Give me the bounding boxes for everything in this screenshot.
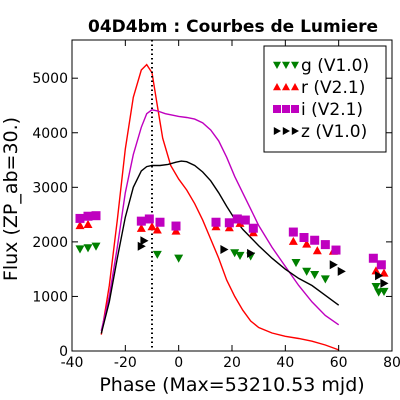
point-2-12 bbox=[288, 227, 298, 237]
point-3-2 bbox=[220, 245, 229, 255]
x-axis-label: Phase (Max=53210.53 mjd) bbox=[99, 374, 364, 396]
point-2-18 bbox=[376, 260, 386, 270]
point-2-1 bbox=[83, 211, 93, 221]
model-curve-1 bbox=[100, 109, 340, 331]
legend-marker-1-0 bbox=[273, 83, 281, 91]
legend-marker-0-2 bbox=[291, 61, 299, 69]
legend-marker-0-0 bbox=[273, 61, 281, 69]
point-2-8 bbox=[224, 218, 234, 228]
point-2-2 bbox=[91, 211, 101, 221]
model-curve-0 bbox=[100, 63, 339, 351]
y-tick-label-0: 0 bbox=[59, 344, 68, 360]
x-tick-label-1: -20 bbox=[114, 355, 137, 371]
point-0-3 bbox=[152, 250, 162, 259]
x-tick-label-0: -40 bbox=[61, 355, 84, 371]
x-tick-label-3: 20 bbox=[223, 355, 241, 371]
point-0-4 bbox=[174, 254, 184, 263]
x-tick-label-5: 60 bbox=[330, 355, 348, 371]
point-1-4 bbox=[152, 225, 162, 234]
point-2-5 bbox=[155, 217, 165, 227]
x-tick-label-2: 0 bbox=[174, 355, 183, 371]
point-1-15 bbox=[379, 268, 389, 277]
point-1-0 bbox=[75, 221, 85, 230]
x-tick-label-4: 40 bbox=[276, 355, 294, 371]
x-tick-label-6: 80 bbox=[383, 355, 400, 371]
point-3-5 bbox=[337, 266, 346, 276]
plot-area bbox=[100, 40, 340, 351]
legend-marker-2-1 bbox=[282, 105, 290, 113]
point-0-5 bbox=[230, 249, 240, 258]
point-0-8 bbox=[291, 259, 301, 268]
legend-marker-3-0 bbox=[273, 127, 281, 135]
legend-marker-2-2 bbox=[291, 105, 299, 113]
y-tick-label-2: 2000 bbox=[32, 235, 68, 251]
point-3-6 bbox=[375, 271, 384, 281]
point-2-16 bbox=[331, 245, 341, 255]
point-2-4 bbox=[144, 214, 154, 224]
legend-marker-2-0 bbox=[273, 105, 281, 113]
legend-marker-3-1 bbox=[282, 127, 290, 135]
point-1-3 bbox=[147, 222, 157, 231]
legend-marker-0-1 bbox=[282, 61, 290, 69]
legend-marker-1-1 bbox=[282, 83, 290, 91]
y-tick-label-3: 3000 bbox=[32, 180, 68, 196]
point-1-10 bbox=[288, 236, 298, 245]
point-1-11 bbox=[302, 239, 312, 248]
axis-ticks: -40 -20 0 20 40 60 80 0 1000 2000 3000 4000 5000 bbox=[32, 40, 400, 371]
point-2-7 bbox=[211, 217, 221, 227]
point-2-6 bbox=[171, 221, 181, 231]
plot-frame bbox=[71, 39, 393, 352]
point-2-13 bbox=[299, 233, 309, 243]
point-3-3 bbox=[247, 248, 256, 258]
point-0-1 bbox=[83, 244, 93, 253]
legend-marker-1-2 bbox=[291, 83, 299, 91]
y-tick-label-1: 1000 bbox=[32, 289, 68, 305]
point-2-11 bbox=[248, 223, 258, 233]
legend-label-1: r (V2.1) bbox=[301, 78, 365, 98]
legend: g (V1.0)r (V2.1)i (V2.1)z (V1.0) bbox=[263, 45, 387, 153]
point-2-17 bbox=[368, 253, 378, 263]
point-0-6 bbox=[235, 251, 245, 261]
point-2-9 bbox=[232, 214, 242, 224]
y-tick-label-4: 4000 bbox=[32, 126, 68, 142]
point-3-0 bbox=[140, 236, 149, 246]
point-1-12 bbox=[312, 246, 322, 255]
point-3-1 bbox=[137, 241, 146, 251]
chart-title: 04D4bm : Courbes de Lumiere bbox=[88, 17, 378, 37]
point-1-14 bbox=[371, 266, 381, 275]
point-2-3 bbox=[136, 216, 146, 226]
point-1-1 bbox=[83, 219, 93, 229]
point-0-9 bbox=[302, 267, 312, 276]
point-0-0 bbox=[75, 245, 85, 254]
point-0-12 bbox=[371, 283, 381, 292]
legend-label-2: i (V2.1) bbox=[301, 100, 363, 120]
point-3-4 bbox=[329, 260, 338, 270]
legend-label-0: g (V1.0) bbox=[301, 56, 369, 76]
point-1-2 bbox=[136, 223, 146, 232]
legend-label-3: z (V1.0) bbox=[301, 122, 367, 142]
point-2-0 bbox=[75, 213, 85, 223]
point-3-7 bbox=[380, 278, 389, 288]
y-tick-label-5: 5000 bbox=[32, 71, 68, 87]
point-2-15 bbox=[320, 240, 330, 250]
point-0-14 bbox=[379, 287, 389, 297]
point-2-14 bbox=[310, 235, 320, 245]
point-0-10 bbox=[310, 271, 320, 280]
y-axis-label: Flux (ZP_ab=30.) bbox=[0, 117, 22, 281]
model-curve-2 bbox=[100, 160, 340, 334]
point-0-2 bbox=[91, 242, 101, 251]
point-0-11 bbox=[320, 275, 330, 284]
point-0-13 bbox=[374, 288, 384, 297]
legend-marker-3-2 bbox=[291, 127, 299, 135]
point-2-10 bbox=[240, 215, 250, 225]
data-markers bbox=[75, 211, 389, 297]
